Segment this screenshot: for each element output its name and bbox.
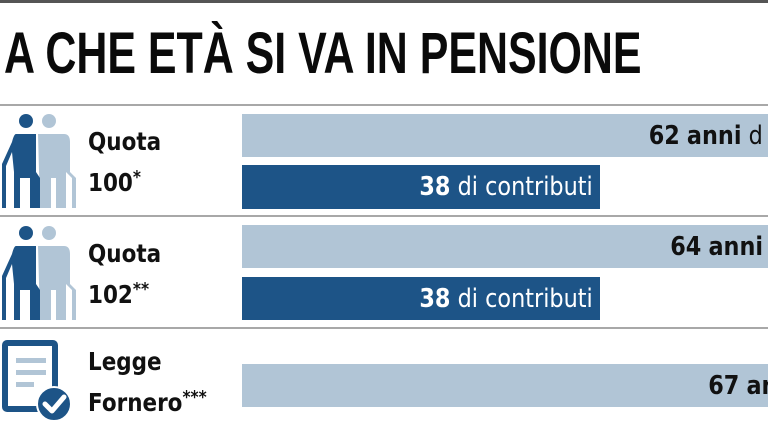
elderly-couple-icon (2, 114, 76, 208)
divider (0, 104, 768, 106)
footnote-marker: * (132, 167, 141, 188)
divider (0, 215, 768, 217)
document-check-icon (2, 340, 72, 422)
row-label-line1: Quota (88, 127, 162, 156)
age-value: 67 (708, 370, 740, 401)
footnote-marker: ** (132, 279, 150, 300)
top-border (0, 0, 768, 3)
age-unit: anni (708, 231, 764, 262)
contrib-value: 38 (419, 283, 451, 314)
age-bar: 67 anni (242, 364, 768, 407)
contrib-text: di contributi (457, 283, 594, 314)
age-bar: 62 anni d (242, 114, 768, 157)
row-label-line2: 102** (88, 279, 150, 309)
footnote-marker: *** (182, 387, 207, 408)
divider (0, 327, 768, 329)
row-label-line2: 100* (88, 167, 141, 197)
age-unit: anni (687, 120, 742, 151)
row-label-line1: Quota (88, 239, 162, 268)
contrib-value: 38 (419, 172, 451, 202)
age-value: 64 (670, 231, 702, 262)
age-unit: anni (746, 370, 768, 401)
contrib-text: di contributi (457, 172, 594, 202)
age-suffix: d (748, 120, 764, 151)
age-bar: 64 anni (242, 225, 768, 268)
chart-title: A CHE ETÀ SI VA IN PENSIONE (4, 21, 642, 86)
contributions-bar: 38 di contributi (242, 277, 600, 320)
age-value: 62 (648, 120, 681, 151)
row-label-line1: Legge (88, 347, 162, 376)
elderly-couple-icon (2, 226, 76, 320)
row-label-line2: Fornero*** (88, 387, 207, 417)
contributions-bar: 38 di contributi (242, 165, 600, 209)
